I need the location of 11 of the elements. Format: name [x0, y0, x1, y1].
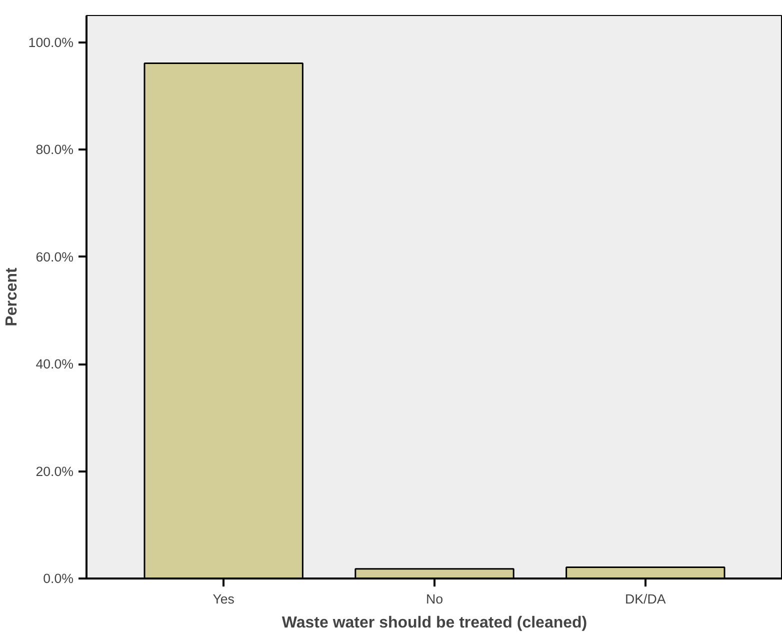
y-axis-title: Percent	[3, 266, 20, 326]
x-tick-label: Yes	[212, 592, 235, 606]
x-tick-label: No	[426, 592, 444, 606]
y-tick-label: 20.0%	[36, 464, 74, 479]
y-tick-label: 60.0%	[36, 249, 74, 264]
y-tick-label: 40.0%	[36, 356, 74, 372]
y-tick-label: 0.0%	[43, 571, 74, 586]
y-tick-label: 100.0%	[28, 34, 74, 50]
x-tick-label: DK/DA	[625, 592, 666, 606]
x-axis-title: Waste water should be treated (cleaned)	[282, 614, 588, 632]
y-tick-label: 80.0%	[36, 142, 74, 158]
